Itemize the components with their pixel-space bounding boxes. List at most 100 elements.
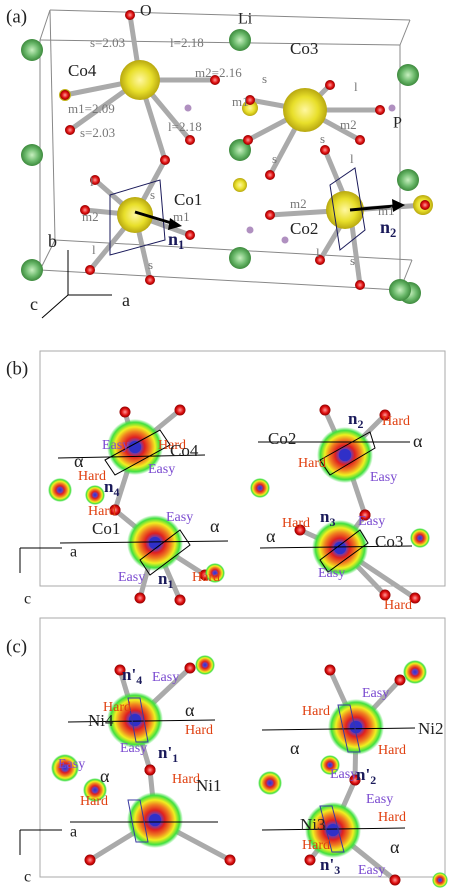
label: l=2.18	[170, 35, 204, 50]
label: b	[48, 231, 57, 251]
o-atom	[265, 210, 275, 220]
o-atom	[85, 855, 96, 866]
figure: (a)OLiCo4s=2.03l=2.18m2=2.16m1=2.09s=2.0…	[0, 0, 452, 891]
label: α	[413, 431, 423, 451]
label: Easy	[358, 863, 385, 878]
o-atom	[175, 405, 186, 416]
vector-symbol: n'	[356, 765, 370, 784]
vector-label: n'3	[320, 855, 340, 877]
vector-label: n4	[104, 477, 119, 499]
label: Hard	[302, 704, 330, 719]
label: P	[393, 115, 402, 132]
vector-index: 3	[334, 863, 340, 877]
o-atom	[225, 855, 236, 866]
axis	[42, 295, 68, 318]
label: Co2	[290, 219, 318, 238]
label: s	[350, 253, 355, 268]
o-atom	[325, 665, 336, 676]
label: Easy	[102, 438, 129, 453]
label: l	[350, 151, 354, 166]
label: Hard	[88, 504, 116, 519]
vector-index: 4	[136, 673, 142, 687]
li-atom	[229, 247, 251, 269]
label: m1=2.09	[68, 101, 115, 116]
o-atom	[125, 10, 135, 20]
o-atom	[375, 105, 385, 115]
vector-index: 1	[178, 238, 184, 252]
p-atom	[247, 227, 254, 234]
vector-label: n1	[158, 569, 173, 591]
label: Hard	[185, 723, 213, 738]
charge-density	[48, 478, 72, 502]
label: Ni3	[300, 815, 326, 834]
vector-index: 1	[167, 577, 173, 591]
label: s	[148, 257, 153, 272]
vector-symbol: n	[380, 217, 390, 237]
label: l	[92, 242, 96, 257]
cell-edge	[50, 10, 410, 20]
label: Hard	[378, 743, 406, 758]
label: m1	[378, 203, 395, 218]
o-atom	[175, 595, 186, 606]
ni-atom	[129, 714, 141, 726]
label: Co3	[375, 532, 403, 551]
charge-lobe	[283, 88, 327, 132]
label: m2	[290, 196, 307, 211]
ni-atom	[149, 814, 161, 826]
label: Hard	[80, 794, 108, 809]
p-atom	[282, 237, 289, 244]
vector-index: 2	[357, 417, 363, 431]
panel-label: (b)	[6, 358, 28, 379]
li-atom	[21, 144, 43, 166]
vector-index: 4	[113, 485, 119, 499]
cell-edge	[50, 10, 55, 240]
label: s	[262, 71, 267, 86]
label: Hard	[382, 414, 410, 429]
vector-symbol: n'	[122, 665, 136, 684]
label: Easy	[148, 462, 175, 477]
vector-label: n2	[380, 217, 396, 240]
o-atom	[265, 170, 275, 180]
charge-density	[403, 660, 427, 684]
o-atom	[390, 875, 401, 886]
li-atom	[229, 29, 251, 51]
label: Easy	[330, 767, 357, 782]
label: Easy	[166, 510, 193, 525]
ni-atom	[129, 441, 141, 453]
li-atom	[397, 64, 419, 86]
label: Hard	[103, 700, 131, 715]
vector-symbol: n'	[320, 855, 334, 874]
ni-atom	[339, 449, 351, 461]
label: α	[390, 837, 400, 857]
cell-edge	[40, 10, 50, 40]
li-atom	[21, 259, 43, 281]
charge-density	[250, 478, 270, 498]
vector-symbol: n	[168, 229, 178, 249]
o-atom	[145, 275, 155, 285]
label: l=2.18	[168, 119, 202, 134]
o-atom	[120, 407, 131, 418]
label: a	[122, 290, 130, 310]
label: Co3	[290, 39, 318, 58]
label: Easy	[152, 670, 179, 685]
o-atom	[355, 280, 365, 290]
label: α	[210, 516, 220, 536]
charge-density	[85, 485, 105, 505]
charge-density	[410, 528, 430, 548]
label: c	[30, 294, 38, 314]
o-atom	[243, 135, 253, 145]
label: Ni2	[418, 719, 444, 738]
label: l	[316, 245, 320, 260]
charge-lobe	[120, 60, 160, 100]
label: a	[70, 544, 77, 561]
o-atom	[185, 135, 195, 145]
label: m1	[232, 94, 249, 109]
o-atom	[135, 593, 146, 604]
label: Hard	[298, 456, 326, 471]
vector-index: 2	[390, 226, 396, 240]
label: Hard	[384, 598, 412, 613]
vector-label: n2	[348, 409, 363, 431]
label: α	[100, 766, 110, 786]
p-atom	[389, 105, 396, 112]
